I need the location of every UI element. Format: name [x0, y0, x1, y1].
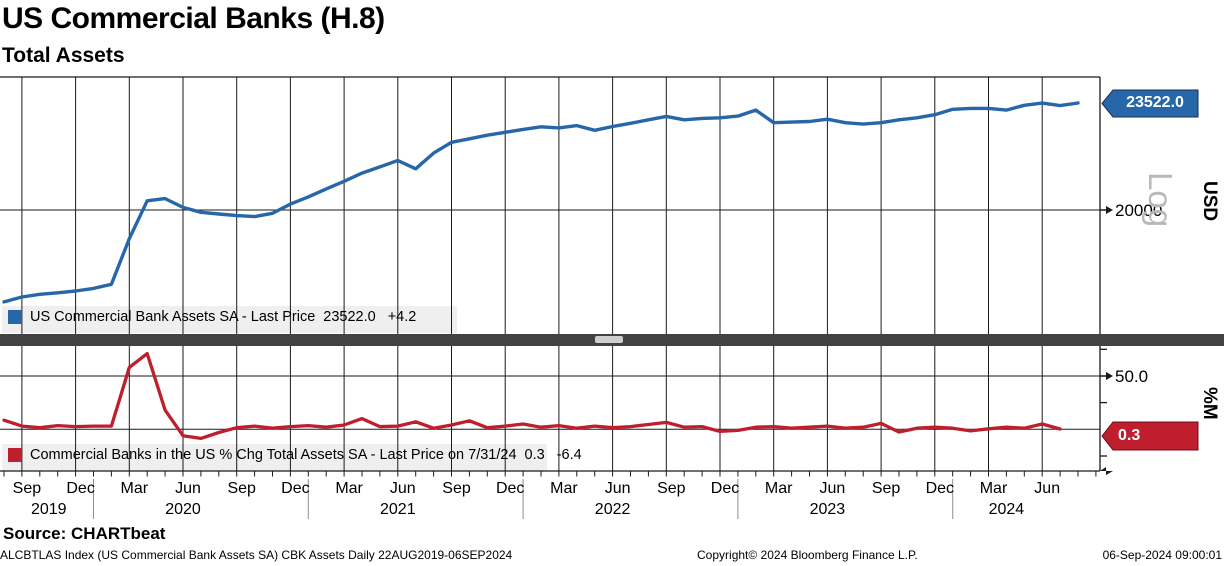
- x-quarter-label: Sep: [871, 480, 901, 497]
- top-legend-swatch: [8, 310, 22, 324]
- bottom-axis-unit-pct-m: %M: [1199, 387, 1220, 420]
- bottom-price-tag[interactable]: [1101, 421, 1199, 451]
- bottom-legend-swatch: [8, 448, 22, 462]
- x-quarter-label: Jun: [389, 480, 416, 497]
- x-year-label: 2020: [165, 501, 201, 518]
- x-quarter-label: Mar: [979, 480, 1008, 497]
- x-quarter-label: Mar: [550, 480, 578, 497]
- x-quarter-label: Sep: [442, 480, 471, 497]
- x-quarter-label: Mar: [335, 480, 363, 497]
- top-axis-tick-20000: 20000: [1115, 201, 1163, 220]
- x-quarter-label: Dec: [495, 480, 525, 497]
- footer-timestamp: 06-Sep-2024 09:00:01: [1102, 548, 1222, 562]
- footer-copyright: Copyright© 2024 Bloomberg Finance L.P.: [697, 548, 918, 562]
- x-quarter-label: Sep: [12, 480, 42, 497]
- page-title: US Commercial Banks (H.8): [2, 2, 385, 35]
- footer-line: ALCBTLAS Index (US Commercial Bank Asset…: [0, 548, 1222, 562]
- x-quarter-label: Jun: [604, 480, 631, 497]
- x-quarter-label: Dec: [281, 480, 310, 497]
- legend-backgrounds: [2, 306, 547, 471]
- panel-divider-handle[interactable]: [595, 336, 623, 343]
- x-quarter-label: Sep: [657, 480, 686, 497]
- x-quarter-label: Mar: [120, 480, 149, 497]
- x-quarter-label: Dec: [66, 480, 95, 497]
- top-legend[interactable]: US Commercial Bank Assets SA - Last Pric…: [8, 309, 416, 325]
- bottom-axis-tick-50: 50.0: [1115, 367, 1149, 386]
- x-axis-year-labels: 2019 2020 2021 2022 2023 2024: [0, 501, 1224, 519]
- top-price-tag[interactable]: [1101, 89, 1199, 118]
- x-axis-month-ticks: [3, 471, 1097, 477]
- bottom-price-tag-label[interactable]: 0.3: [1118, 427, 1141, 444]
- bottom-series-line: [2, 351, 1062, 441]
- x-quarter-label: Jun: [175, 480, 201, 497]
- x-quarter-label: Jun: [1034, 480, 1061, 497]
- top-legend-net-change: +4.2: [387, 309, 417, 325]
- x-quarter-label: Jun: [819, 480, 846, 497]
- footer-security-text: ALCBTLAS Index (US Commercial Bank Asset…: [0, 548, 513, 562]
- x-quarter-label: Dec: [925, 480, 955, 497]
- vertical-gridlines: [21, 77, 1043, 471]
- top-series-line: [2, 101, 1080, 304]
- top-legend-last-price: 23522.0: [323, 309, 376, 325]
- x-year-label: 2024: [988, 501, 1025, 518]
- right-axis-ticks: [1100, 206, 1113, 475]
- x-year-label: 2019: [30, 501, 67, 518]
- horizontal-gridlines: [0, 76, 1101, 472]
- top-price-tag-label[interactable]: 23522.0: [1126, 94, 1184, 111]
- x-axis-quarter-labels: Sep Dec Mar Jun Sep Dec Mar Jun Sep Dec Mar Jun Sep D…: [0, 480, 1224, 498]
- bottom-legend-net-change: -6.4: [556, 447, 582, 463]
- bottom-legend[interactable]: Commercial Banks in the US % Chg Total A…: [8, 447, 582, 463]
- top-axis-unit-usd: USD: [1199, 181, 1220, 222]
- source-label: Source: CHARTbeat: [3, 524, 166, 543]
- log-scale-watermark: Log: [1142, 172, 1179, 228]
- x-year-label: 2022: [594, 501, 631, 518]
- x-year-label: 2021: [380, 501, 416, 518]
- x-quarter-label: Mar: [764, 480, 793, 497]
- bottom-legend-label: Commercial Banks in the US % Chg Total A…: [30, 447, 517, 463]
- x-quarter-label: Sep: [227, 480, 256, 497]
- x-quarter-label: Dec: [710, 480, 740, 497]
- bottom-legend-last-price: 0.3: [524, 447, 545, 463]
- year-divider-lines: [93, 479, 954, 519]
- top-legend-label: US Commercial Bank Assets SA - Last Pric…: [30, 309, 316, 325]
- page-subtitle: Total Assets: [2, 44, 125, 67]
- x-year-label: 2023: [809, 501, 846, 518]
